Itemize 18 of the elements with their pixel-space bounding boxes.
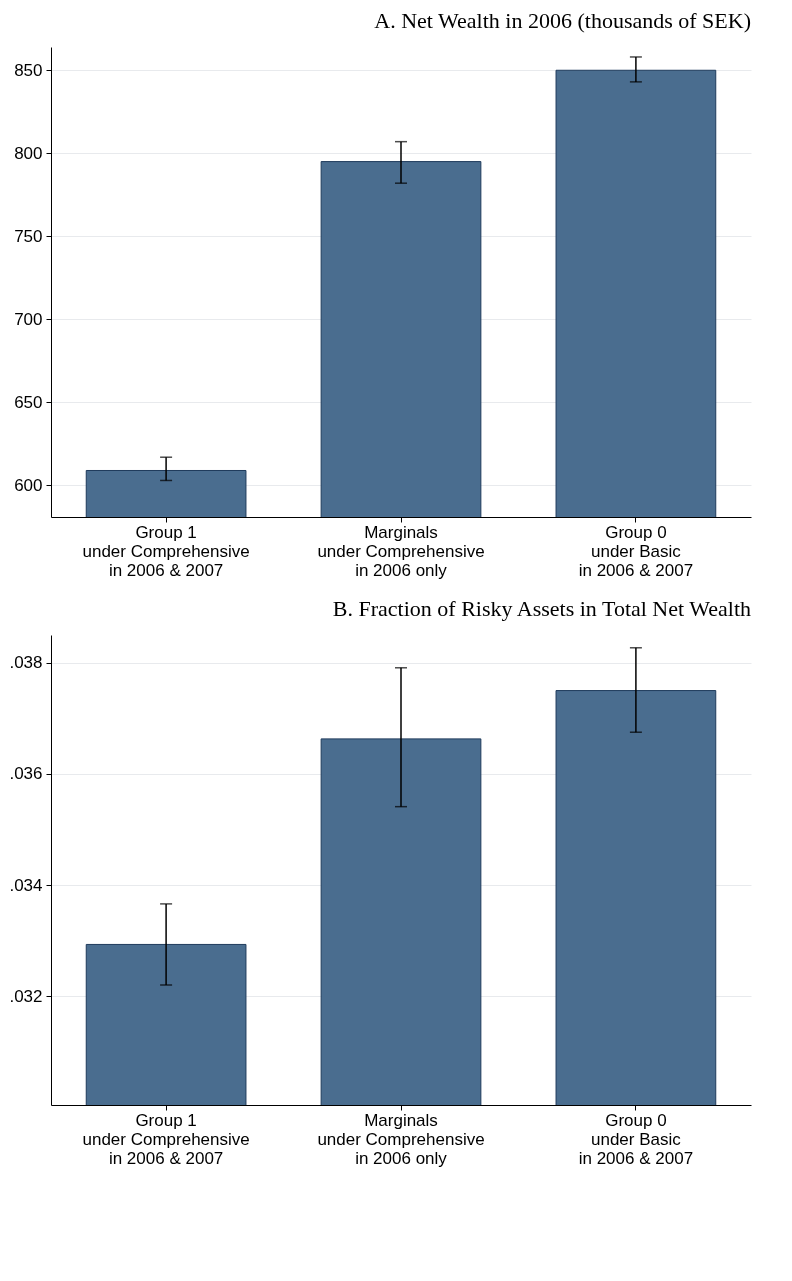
x-tick-label: Marginals under Comprehensive in 2006 only <box>317 1110 485 1168</box>
y-tick-label: 650 <box>14 392 43 412</box>
y-tick-label: 800 <box>14 143 43 163</box>
y-tick-label: 700 <box>14 309 43 329</box>
x-tick-label: Group 1 under Comprehensive in 2006 & 2007 <box>82 1110 250 1168</box>
y-tick-label: .038 <box>9 653 43 673</box>
y-tick-label: .032 <box>9 986 43 1006</box>
y-tick-label: .036 <box>9 764 43 784</box>
x-tick-label: Group 0 under Basic in 2006 & 2007 <box>578 522 694 580</box>
x-tick-label: Marginals under Comprehensive in 2006 only <box>317 522 485 580</box>
y-tick-label: 600 <box>14 475 43 495</box>
y-tick-label: 750 <box>14 226 43 246</box>
y-tick-label: 850 <box>14 60 43 80</box>
x-tick-label: Group 0 under Basic in 2006 & 2007 <box>578 1110 694 1168</box>
chart-title: B. Fraction of Risky Assets in Total Net Wealth <box>332 596 751 621</box>
chart-title: A. Net Wealth in 2006 (thousands of SEK) <box>374 8 751 33</box>
y-tick-label: .034 <box>9 875 43 895</box>
x-tick-label: Group 1 under Comprehensive in 2006 & 2007 <box>82 522 250 580</box>
